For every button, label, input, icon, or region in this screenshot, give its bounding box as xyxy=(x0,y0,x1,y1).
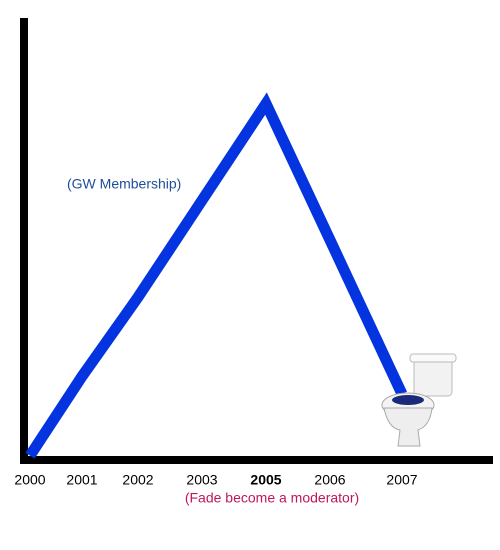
x-tick-label: 2006 xyxy=(314,472,345,488)
line-annotation: (GW Membership) xyxy=(67,176,181,192)
x-tick-label: 2003 xyxy=(186,472,217,488)
y-axis xyxy=(20,18,28,464)
x-tick-label: 2001 xyxy=(66,472,97,488)
x-axis xyxy=(20,456,493,464)
x-tick-label: 2002 xyxy=(122,472,153,488)
toilet xyxy=(381,353,457,447)
x-tick-label: 2007 xyxy=(386,472,417,488)
x-tick-label: 2005 xyxy=(250,472,281,488)
x-tick-label: 2000 xyxy=(14,472,45,488)
event-annotation: (Fade become a moderator) xyxy=(185,490,359,506)
data-line xyxy=(25,92,407,459)
